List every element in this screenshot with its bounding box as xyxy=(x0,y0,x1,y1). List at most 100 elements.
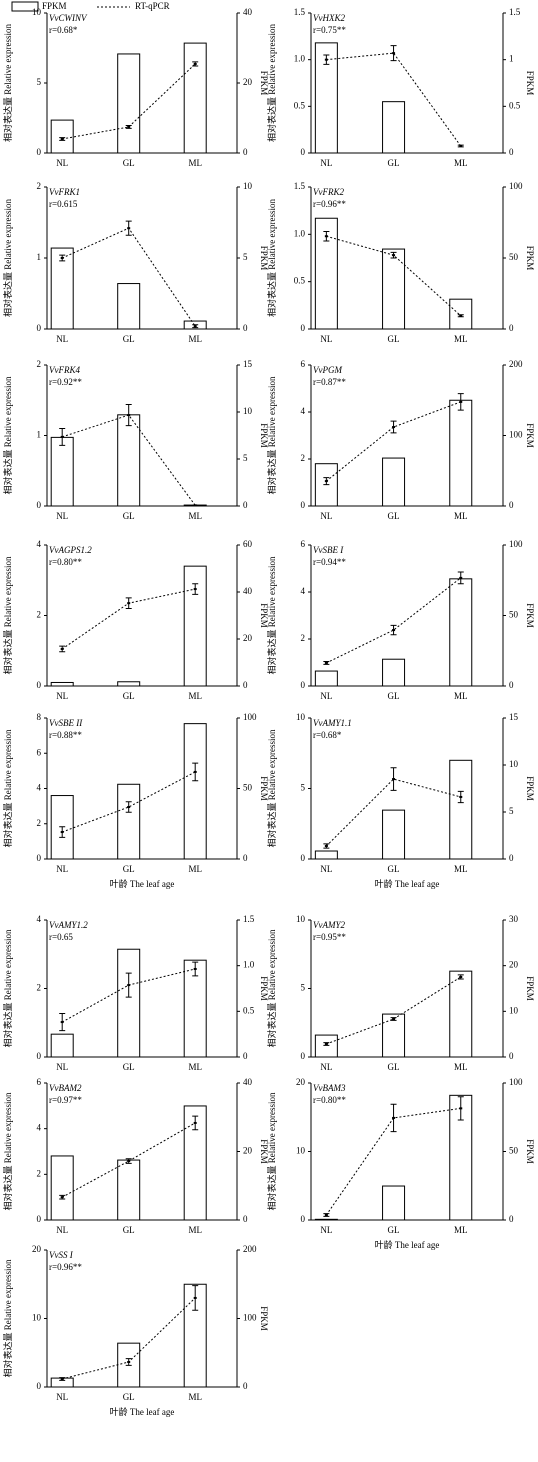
y-axis-label: 相对表达量 Relative expression xyxy=(266,556,277,674)
y-tick-label: 0 xyxy=(301,1214,306,1224)
y2-tick-label: 60 xyxy=(243,539,253,549)
bar xyxy=(117,1159,141,1221)
y2-tick-label: 10 xyxy=(243,181,253,191)
bar xyxy=(50,681,74,687)
y-tick-label: 2 xyxy=(37,983,42,993)
y2-axis-label: FPKM xyxy=(259,246,269,271)
point xyxy=(392,1018,396,1021)
x-tick-label: ML xyxy=(454,1225,468,1235)
annotation: r=0.75** xyxy=(313,25,346,35)
y-tick-label: 1.0 xyxy=(294,54,306,64)
annotation: r=0.95** xyxy=(313,932,346,942)
x-tick-label: NL xyxy=(320,1225,332,1235)
x-tick-label: ML xyxy=(454,511,468,521)
annotation: r=0.96** xyxy=(313,199,346,209)
y2-axis-label: FPKM xyxy=(259,1306,269,1331)
chart-title: VvSBE I xyxy=(313,545,344,555)
y-tick-label: 1.5 xyxy=(294,7,306,17)
y2-tick-label: 100 xyxy=(243,712,257,722)
point xyxy=(324,480,328,483)
point xyxy=(60,1377,64,1380)
point xyxy=(392,426,396,429)
y2-tick-label: 0 xyxy=(243,680,248,690)
point xyxy=(60,257,64,259)
y-tick-label: 2 xyxy=(301,633,306,643)
y2-tick-label: 10 xyxy=(243,406,253,416)
x-tick-label: NL xyxy=(320,511,332,521)
y2-tick-label: 0.5 xyxy=(243,1005,255,1015)
y2-tick-label: 200 xyxy=(509,359,523,369)
chart-title: VvAMY1.2 xyxy=(49,920,88,930)
y2-tick-label: 5 xyxy=(243,453,248,463)
point xyxy=(392,629,396,632)
y2-tick-label: 0 xyxy=(509,500,514,510)
y-tick-label: 0 xyxy=(37,1381,42,1391)
chart-title: VvFRK2 xyxy=(313,187,344,197)
y-tick-label: 0 xyxy=(301,680,306,690)
point xyxy=(459,975,463,978)
point xyxy=(193,504,197,507)
x-tick-label: ML xyxy=(188,1062,202,1072)
y-tick-label: 4 xyxy=(301,406,306,416)
point xyxy=(193,588,197,591)
y-tick-label: 0 xyxy=(37,1214,42,1224)
y-tick-label: 5 xyxy=(301,983,306,993)
bar xyxy=(449,578,473,687)
annotation: r=0.92** xyxy=(49,377,82,387)
point xyxy=(324,235,328,238)
y2-tick-label: 0 xyxy=(243,500,248,510)
bar xyxy=(314,1218,338,1221)
point xyxy=(127,984,131,987)
y-tick-label: 0 xyxy=(37,147,42,157)
y2-tick-label: 20 xyxy=(509,960,519,970)
point xyxy=(60,1196,64,1199)
bar xyxy=(314,42,338,154)
y-tick-label: 1 xyxy=(37,430,42,440)
x-tick-label: GL xyxy=(388,691,400,701)
x-tick-label: GL xyxy=(123,158,135,168)
y-tick-label: 0 xyxy=(301,323,306,333)
bar xyxy=(382,1185,406,1221)
x-tick-label: NL xyxy=(56,511,68,521)
bar xyxy=(449,399,473,507)
bar xyxy=(382,1013,406,1058)
point xyxy=(127,602,131,605)
point xyxy=(459,145,463,147)
y2-tick-label: 0 xyxy=(509,853,514,863)
y2-tick-label: 0 xyxy=(243,323,248,333)
y2-tick-label: 15 xyxy=(243,359,253,369)
x-tick-label: GL xyxy=(123,691,135,701)
y-tick-label: 6 xyxy=(301,359,306,369)
y2-tick-label: 50 xyxy=(509,252,519,262)
chart-title: VvBAM3 xyxy=(313,1083,346,1093)
y-axis-label: 相对表达量 Relative expression xyxy=(2,24,13,142)
y-tick-label: 6 xyxy=(37,1077,42,1087)
x-tick-label: ML xyxy=(188,1392,202,1402)
bar xyxy=(382,658,406,687)
point xyxy=(324,661,328,664)
bar xyxy=(449,759,473,860)
x-tick-label: GL xyxy=(123,1392,135,1402)
legend-swatch-bar xyxy=(11,1,39,12)
y-tick-label: 20 xyxy=(32,1244,42,1254)
y-axis-label: 相对表达量 Relative expression xyxy=(2,1259,13,1377)
y-tick-label: 0 xyxy=(301,147,306,157)
y-axis-label: 相对表达量 Relative expression xyxy=(2,199,13,317)
point xyxy=(392,52,396,55)
x-tick-label: NL xyxy=(56,1392,68,1402)
y2-axis-label: FPKM xyxy=(525,976,535,1001)
x-tick-label: GL xyxy=(388,1225,400,1235)
y-tick-label: 10 xyxy=(32,7,42,17)
bar xyxy=(314,670,338,687)
y-tick-label: 2 xyxy=(37,1168,42,1178)
y2-tick-label: 200 xyxy=(243,1244,257,1254)
y-tick-label: 10 xyxy=(32,1313,42,1323)
y2-axis-label: FPKM xyxy=(525,776,535,801)
y2-tick-label: 20 xyxy=(243,1146,253,1156)
point xyxy=(127,227,131,230)
point xyxy=(193,325,197,328)
y-tick-label: 4 xyxy=(37,914,42,924)
point xyxy=(392,1116,396,1119)
point xyxy=(392,254,396,257)
